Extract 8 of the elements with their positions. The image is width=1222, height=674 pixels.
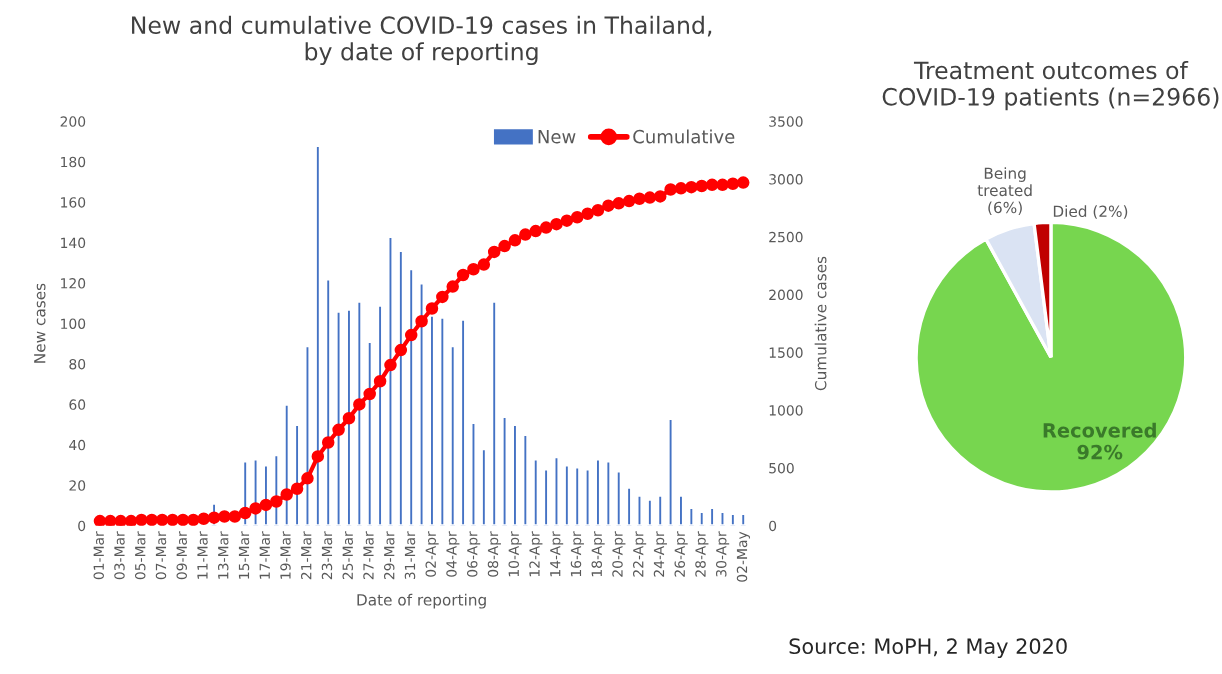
pie-slice: [914, 220, 1188, 494]
data-label: 92%: [1077, 444, 1123, 460]
legend-label: Cumulative: [633, 129, 735, 144]
legend-label: New: [538, 130, 576, 144]
slice-label: Recovered: [1043, 422, 1156, 438]
source-note: Source: MoPH, 2 May 2020: [789, 638, 1067, 659]
chart-title: New and cumulative COVID-19 cases in Thailand, by date of reporting: [132, 15, 712, 66]
chart-title: Treatment outcomes of COVID-19 patients (n=2966): [882, 61, 1219, 111]
